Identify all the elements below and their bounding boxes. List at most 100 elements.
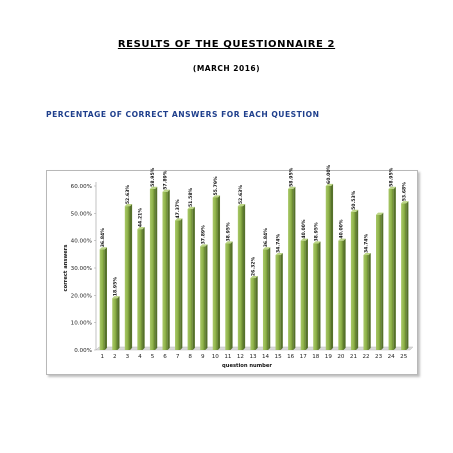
y-tick-label: 40.00% [71, 239, 92, 245]
bar-front [376, 214, 382, 350]
bar-front [124, 206, 130, 350]
data-label: 47.37% [175, 199, 181, 219]
bar-side [230, 241, 233, 350]
bar [137, 227, 145, 350]
data-label: 51.58% [188, 187, 194, 207]
x-tick-label: 6 [163, 354, 167, 360]
x-tick-label: 14 [262, 354, 270, 360]
document-subtitle: (MARCH 2016) [192, 64, 261, 73]
bar-front [262, 249, 269, 350]
bar-top [262, 247, 271, 250]
bar-side [167, 189, 170, 350]
bar-front [401, 203, 407, 350]
bar-front [99, 249, 105, 350]
bar-side [192, 206, 195, 350]
bar-side [180, 218, 183, 350]
bar-top [401, 201, 409, 204]
data-label: 57.89% [163, 170, 169, 190]
data-label: 52.63% [238, 185, 244, 205]
x-tick-label: 21 [350, 354, 358, 360]
bar [288, 186, 296, 350]
bar [225, 241, 233, 350]
y-tick-label: 0.00% [74, 348, 92, 354]
bar-side [243, 204, 246, 350]
x-tick-label: 5 [151, 354, 155, 360]
data-label: 26.32% [251, 257, 257, 277]
bar-top [325, 183, 334, 186]
x-tick-label: 8 [188, 354, 192, 360]
bar-top [124, 204, 133, 207]
data-label: 18.95% [112, 277, 118, 297]
bar [325, 183, 334, 350]
y-tick-label: 10.00% [71, 321, 92, 327]
bar-front [237, 206, 244, 350]
bar-top [300, 238, 308, 241]
data-label: 38.95% [313, 222, 319, 242]
bar-side [142, 227, 145, 350]
x-tick-label: 13 [249, 354, 257, 360]
x-tick-label: 16 [287, 354, 295, 360]
bar-top [200, 244, 208, 247]
x-tick-label: 18 [312, 354, 320, 360]
bar-front [162, 191, 168, 350]
bar [262, 247, 271, 350]
bar-side [406, 201, 409, 350]
bar-side [117, 296, 120, 350]
x-tick-label: 20 [337, 354, 345, 360]
bar [363, 252, 371, 350]
bar-front [187, 209, 193, 350]
y-tick-label: 50.00% [71, 211, 92, 217]
bar-side [356, 209, 359, 350]
bar [388, 186, 396, 350]
x-tick-label: 22 [362, 354, 369, 360]
x-tick-label: 10 [212, 354, 220, 360]
bar [99, 247, 107, 350]
data-label: 34.74% [364, 234, 370, 254]
bar-front [388, 188, 394, 350]
x-tick-label: 9 [201, 354, 205, 360]
x-tick-label: 3 [126, 354, 130, 360]
bar-side [393, 186, 396, 350]
bar [313, 241, 321, 350]
bar-front [137, 229, 143, 350]
bar-side [130, 204, 133, 350]
y-axis-label: correct answers [63, 245, 69, 292]
data-label: 53.68% [401, 182, 407, 202]
bar-front [212, 197, 218, 350]
bar-top [149, 186, 158, 189]
data-label: 40.00% [339, 219, 345, 239]
bar [237, 204, 246, 350]
x-tick-label: 23 [375, 354, 383, 360]
bar-top [162, 189, 170, 192]
bar [401, 201, 409, 350]
data-label: 40.00% [301, 219, 307, 239]
bar-front [363, 255, 369, 350]
bar-side [368, 252, 371, 350]
bar-side [104, 247, 107, 350]
bar-top [237, 204, 246, 207]
bar-front [288, 188, 294, 350]
x-tick-label: 1 [100, 354, 104, 360]
bar-side [318, 241, 321, 350]
bar-side [343, 238, 346, 350]
bar [338, 238, 346, 350]
chart-axes: 0.00% 10.00% 20.00% 30.00% 40.00% 50.00% 60.00… [71, 182, 97, 354]
bar-front [313, 243, 319, 350]
bar-side [381, 212, 384, 350]
bar-top [250, 275, 258, 279]
bar [212, 195, 221, 350]
bar [162, 189, 170, 350]
bar-side [205, 244, 208, 350]
bar [187, 206, 195, 350]
bar-side [217, 195, 221, 350]
bar-front [225, 243, 231, 350]
data-label: 60.00% [326, 164, 332, 184]
bar-top [99, 247, 107, 250]
bar-side [255, 275, 258, 350]
chart-labels: 1 36.84% 2 18.95% 3 52.63% 4 44.21% 5 58.95% 6 57.8… [100, 164, 408, 360]
data-label: 58.95% [288, 167, 294, 187]
data-label: 55.79% [213, 176, 219, 196]
bar [250, 275, 258, 350]
bar-top [225, 241, 233, 244]
